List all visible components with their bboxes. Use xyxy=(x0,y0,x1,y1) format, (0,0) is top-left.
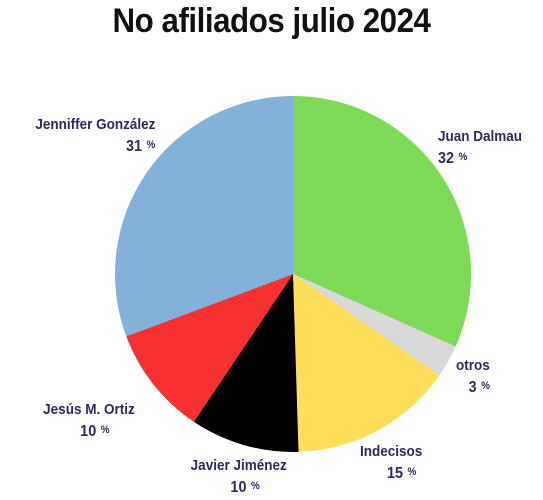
label-value-row: 31% xyxy=(126,138,155,155)
pie-slice-otros xyxy=(293,274,456,376)
label-value: 10 xyxy=(80,423,97,440)
chart-title: No afiliados julio 2024 xyxy=(112,2,431,40)
label-value-row: 15% xyxy=(360,465,416,482)
label-value-row: 10% xyxy=(80,423,135,440)
label-value: 3 xyxy=(468,379,477,396)
label-otros: otros 3% xyxy=(456,356,490,398)
pie-slice-javier-jimenez xyxy=(193,274,299,452)
label-name: Javier Jiménez xyxy=(190,457,287,474)
label-value-row: 32% xyxy=(438,150,467,167)
label-jenniffer-gonzalez: Jenniffer González 31% xyxy=(35,115,155,157)
label-value: 31 xyxy=(125,138,142,155)
pie-slice-juan-dalmau xyxy=(293,96,472,347)
pie-slice-jesus-m-ortiz xyxy=(126,274,294,422)
label-javier-jimenez: Javier Jiménez 10% xyxy=(191,456,287,498)
label-jesus-ortiz: Jesús M. Ortiz 10% xyxy=(43,400,135,442)
label-unit: % xyxy=(407,466,417,478)
label-indecisos: Indecisos 15% xyxy=(360,442,422,484)
label-unit: % xyxy=(251,480,260,492)
label-name: Juan Dalmau xyxy=(438,128,523,145)
label-value-row: 10% xyxy=(231,479,287,496)
label-unit: % xyxy=(458,151,468,163)
label-value-row: 3% xyxy=(456,379,490,396)
label-name: otros xyxy=(456,357,490,374)
pie-slice-jenniffer-gonzalez xyxy=(115,96,293,337)
label-value: 32 xyxy=(438,150,455,167)
label-name: Jesús M. Ortiz xyxy=(43,401,135,418)
label-juan-dalmau: Juan Dalmau 32% xyxy=(438,127,522,169)
label-unit: % xyxy=(146,139,155,151)
label-value: 15 xyxy=(387,465,404,482)
label-unit: % xyxy=(481,380,490,392)
label-name: Indecisos xyxy=(360,443,423,460)
label-unit: % xyxy=(100,424,110,436)
label-value: 10 xyxy=(230,479,247,496)
pie-slice-indecisos xyxy=(293,274,440,452)
label-name: Jenniffer González xyxy=(34,116,155,133)
